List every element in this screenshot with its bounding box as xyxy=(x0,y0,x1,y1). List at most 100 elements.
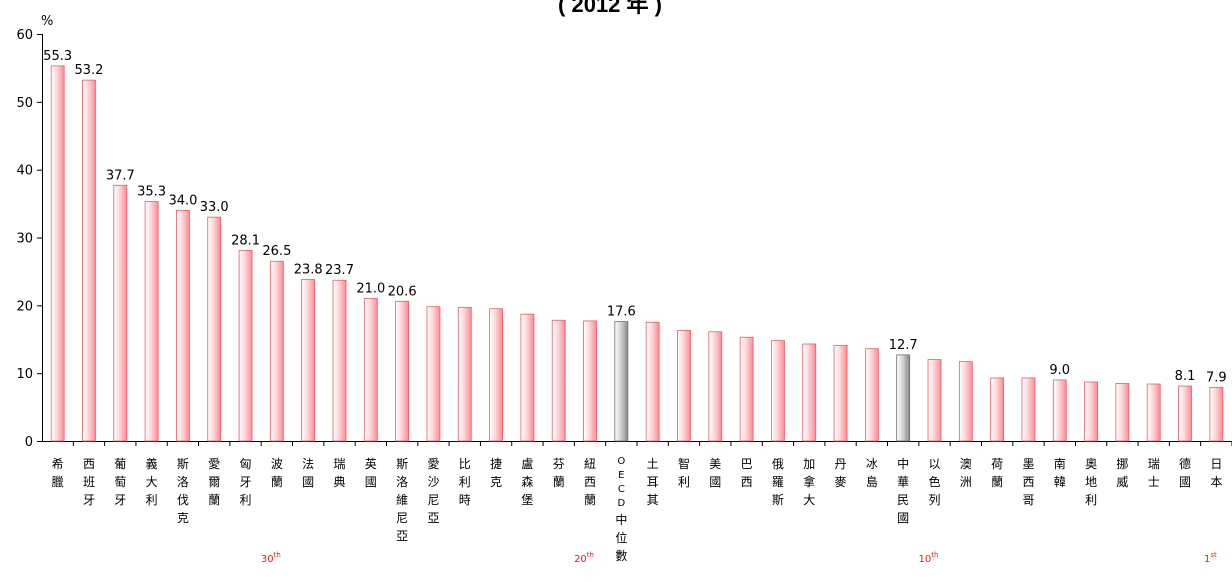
svg-text:以: 以 xyxy=(928,457,940,471)
data-label: 33.0 xyxy=(200,200,229,215)
bar xyxy=(363,298,378,442)
bar xyxy=(301,279,316,442)
svg-text:地: 地 xyxy=(1085,475,1097,489)
data-label: 9.0 xyxy=(1049,363,1070,378)
svg-text:葡: 葡 xyxy=(114,457,126,471)
bar xyxy=(864,348,879,442)
x-tick-label: 荷蘭 xyxy=(991,457,1003,489)
svg-text:克: 克 xyxy=(490,475,502,489)
svg-text:伐: 伐 xyxy=(177,493,189,507)
bar xyxy=(176,209,190,442)
data-label: 17.6 xyxy=(607,305,636,320)
x-tick-label: 冰島 xyxy=(866,457,878,489)
svg-text:利: 利 xyxy=(146,493,158,507)
svg-text:法: 法 xyxy=(302,457,314,471)
svg-text:西: 西 xyxy=(584,475,596,489)
svg-text:大: 大 xyxy=(146,475,158,489)
bar xyxy=(82,79,96,442)
x-tick-label: 巴西 xyxy=(741,457,753,489)
data-label: 28.1 xyxy=(231,233,260,248)
bar xyxy=(614,321,629,442)
svg-text:堡: 堡 xyxy=(521,492,533,507)
bar xyxy=(551,319,566,442)
svg-text:南: 南 xyxy=(1054,456,1066,471)
bar xyxy=(739,336,754,442)
svg-text:斯: 斯 xyxy=(396,457,408,471)
bar xyxy=(50,65,65,442)
y-tick-label: 10 xyxy=(16,367,33,382)
bar xyxy=(990,377,1005,442)
svg-text:尼: 尼 xyxy=(427,493,439,507)
bar xyxy=(144,201,159,442)
bar xyxy=(833,344,848,442)
x-tick-label: 以色列 xyxy=(928,457,940,507)
svg-text:位: 位 xyxy=(615,530,627,545)
bar xyxy=(113,184,128,442)
svg-text:匈: 匈 xyxy=(240,457,252,471)
svg-text:斯: 斯 xyxy=(772,493,784,507)
data-label: 37.7 xyxy=(106,168,135,183)
y-tick-label: 30 xyxy=(16,232,33,247)
svg-text:D: D xyxy=(617,498,625,509)
svg-text:耳: 耳 xyxy=(647,475,659,489)
svg-text:巴: 巴 xyxy=(741,457,753,471)
x-tick-label: 法國 xyxy=(302,457,314,489)
x-tick-label: 墨西哥 xyxy=(1022,457,1034,507)
svg-text:利: 利 xyxy=(240,493,252,507)
data-label: 20.6 xyxy=(388,284,417,299)
svg-text:愛: 愛 xyxy=(208,457,220,471)
bar xyxy=(395,300,410,442)
x-tick-label: 德國 xyxy=(1179,456,1191,489)
data-label: 12.7 xyxy=(889,338,918,353)
svg-text:牙: 牙 xyxy=(83,493,95,507)
bar xyxy=(457,306,472,442)
svg-text:土: 土 xyxy=(647,457,659,471)
svg-text:冰: 冰 xyxy=(866,457,878,471)
y-tick-label: 20 xyxy=(16,299,33,314)
svg-text:加: 加 xyxy=(803,457,815,471)
x-tick-label: 丹麥 xyxy=(835,457,847,489)
svg-text:紐: 紐 xyxy=(584,457,596,471)
x-tick-label: 瑞典 xyxy=(333,457,345,489)
svg-text:沙: 沙 xyxy=(427,475,439,489)
svg-text:英: 英 xyxy=(365,457,377,471)
svg-text:島: 島 xyxy=(866,474,878,489)
x-tick-label: 加拿大 xyxy=(803,457,815,507)
svg-text:威: 威 xyxy=(1116,475,1128,489)
svg-text:大: 大 xyxy=(803,493,815,507)
data-label: 7.9 xyxy=(1206,370,1227,385)
bar xyxy=(426,306,441,442)
svg-text:愛: 愛 xyxy=(427,457,439,471)
svg-text:西: 西 xyxy=(1022,475,1034,489)
svg-text:森: 森 xyxy=(521,474,533,489)
y-tick-label: 60 xyxy=(16,28,33,43)
chart-title: ( 2012 年 ) xyxy=(558,0,662,17)
svg-text:O: O xyxy=(617,456,625,467)
svg-text:色: 色 xyxy=(928,475,940,489)
bar xyxy=(207,216,222,442)
svg-text:國: 國 xyxy=(1179,475,1191,489)
svg-text:亞: 亞 xyxy=(427,511,439,525)
svg-text:牙: 牙 xyxy=(114,493,126,507)
data-label: 55.3 xyxy=(43,49,72,64)
svg-text:羅: 羅 xyxy=(772,475,784,489)
svg-text:洛: 洛 xyxy=(177,474,189,489)
svg-text:義: 義 xyxy=(146,456,158,471)
svg-text:蘭: 蘭 xyxy=(271,475,283,489)
bar xyxy=(489,308,503,442)
bar xyxy=(520,313,535,442)
x-tick-label: 葡萄牙 xyxy=(114,457,126,507)
svg-text:數: 數 xyxy=(615,549,627,563)
x-tick-label: 希臘 xyxy=(52,456,64,489)
svg-text:時: 時 xyxy=(459,493,471,507)
svg-text:瑞: 瑞 xyxy=(1148,457,1160,471)
rank-marker: 10th xyxy=(919,551,939,565)
x-tick-label: 日本 xyxy=(1210,457,1222,489)
rank-marker: 20th xyxy=(574,551,594,565)
data-label: 8.1 xyxy=(1175,369,1196,384)
svg-text:斯: 斯 xyxy=(177,457,189,471)
data-label: 23.7 xyxy=(325,263,354,278)
svg-text:蘭: 蘭 xyxy=(991,475,1003,489)
